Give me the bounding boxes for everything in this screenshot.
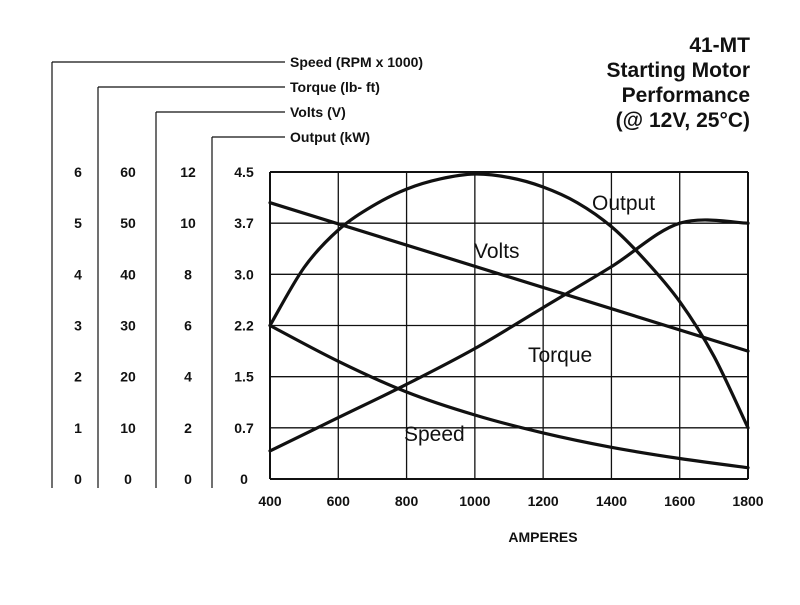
y-tick-torque-3: 30 [120, 318, 136, 334]
y-tick-output-1: 0.7 [234, 420, 254, 436]
x-tick-600: 600 [327, 493, 351, 509]
y-tick-output-0: 0 [240, 471, 248, 487]
x-tick-1800: 1800 [732, 493, 763, 509]
y-tick-output-2: 1.5 [234, 369, 254, 385]
y-tick-torque-5: 50 [120, 215, 136, 231]
y-tick-volts-4: 8 [184, 266, 192, 282]
title-line-1: 41-MT [689, 34, 750, 57]
series-label-output: Output [592, 192, 655, 215]
x-axis-label: AMPERES [508, 529, 577, 545]
y-tick-volts-3: 6 [184, 318, 192, 334]
y-tick-torque-1: 10 [120, 420, 136, 436]
legend-label-output: Output (kW) [290, 129, 370, 145]
y-tick-torque-4: 40 [120, 266, 136, 282]
y-tick-output-4: 3.0 [234, 266, 254, 282]
y-tick-torque-6: 60 [120, 164, 136, 180]
y-tick-speed-4: 4 [74, 266, 82, 282]
x-tick-400: 400 [258, 493, 282, 509]
title-line-3: Performance [622, 84, 750, 107]
x-tick-1000: 1000 [459, 493, 490, 509]
y-tick-labels: 0123456010203040506002468101200.71.52.23… [74, 164, 254, 487]
legend-label-speed: Speed (RPM x 1000) [290, 54, 423, 70]
y-tick-torque-0: 0 [124, 471, 132, 487]
x-tick-800: 800 [395, 493, 419, 509]
y-tick-speed-0: 0 [74, 471, 82, 487]
y-tick-output-3: 2.2 [234, 318, 254, 334]
axis-legend: Speed (RPM x 1000) Torque (lb- ft) Volts… [51, 54, 423, 488]
curve-output [268, 172, 750, 430]
y-tick-volts-6: 12 [180, 164, 196, 180]
curve-volts [268, 201, 750, 353]
plot-grid [269, 171, 749, 480]
x-tick-1400: 1400 [596, 493, 627, 509]
legend-label-volts: Volts (V) [290, 104, 346, 120]
y-tick-volts-1: 2 [184, 420, 192, 436]
legend-label-torque: Torque (lb- ft) [290, 79, 380, 95]
x-tick-labels: 400 600 800 1000 1200 1400 1600 1800 [258, 493, 763, 509]
curve-torque [268, 218, 750, 453]
y-tick-speed-5: 5 [74, 215, 82, 231]
y-tick-speed-1: 1 [74, 420, 82, 436]
x-tick-1200: 1200 [528, 493, 559, 509]
title-line-2: Starting Motor [607, 59, 750, 82]
series-label-speed: Speed [404, 423, 465, 446]
y-tick-output-5: 3.7 [234, 215, 254, 231]
y-tick-speed-6: 6 [74, 164, 82, 180]
x-tick-1600: 1600 [664, 493, 695, 509]
y-tick-speed-2: 2 [74, 369, 82, 385]
y-tick-volts-2: 4 [184, 369, 192, 385]
y-tick-volts-5: 10 [180, 215, 196, 231]
y-tick-volts-0: 0 [184, 471, 192, 487]
series-curves [268, 172, 750, 470]
title-line-4: (@ 12V, 25°C) [616, 109, 750, 132]
curve-speed [268, 323, 750, 470]
series-label-torque: Torque [528, 344, 592, 367]
y-tick-torque-2: 20 [120, 369, 136, 385]
series-label-volts: Volts [474, 240, 520, 263]
y-tick-output-6: 4.5 [234, 164, 254, 180]
y-tick-speed-3: 3 [74, 318, 82, 334]
